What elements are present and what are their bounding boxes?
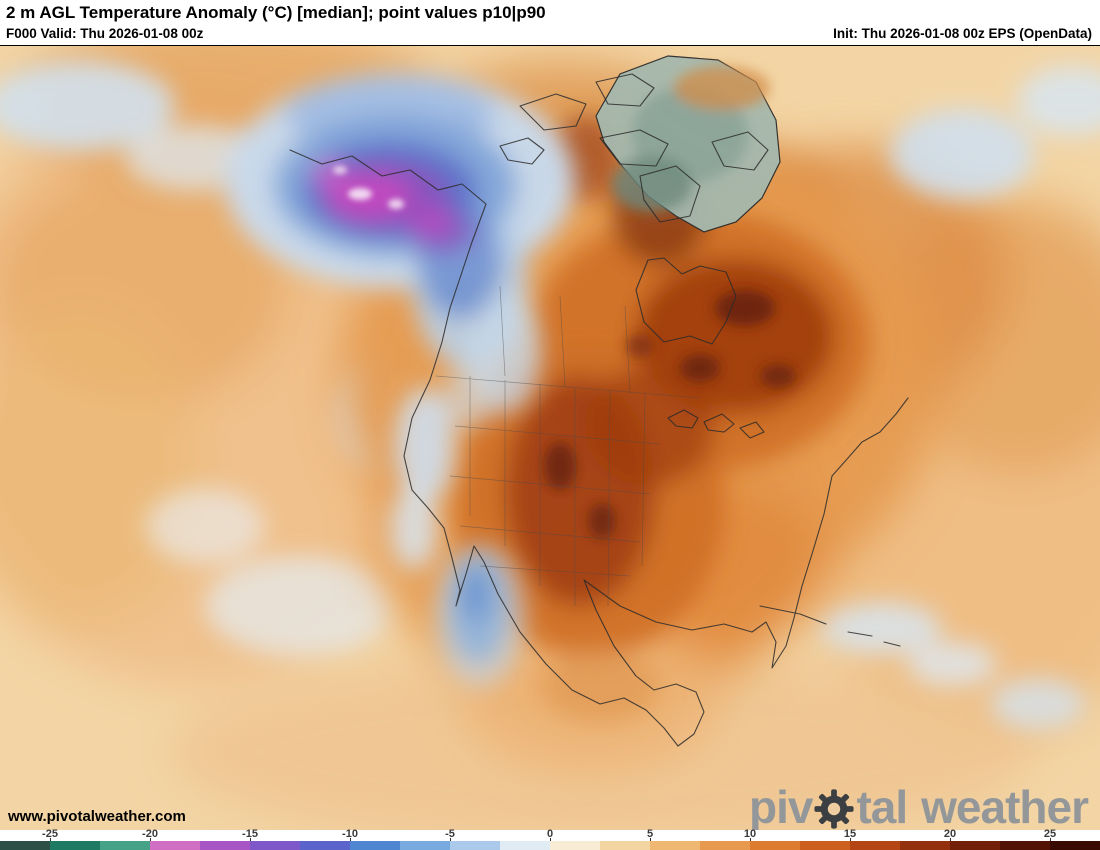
colorbar-segment [500,841,550,850]
map-subtitle-row: F000 Valid: Thu 2026-01-08 00z Init: Thu… [6,24,1092,43]
colorbar-tick-labels: -25 -20 -15 -10 -5 0 5 10 15 20 25 [0,828,1100,841]
colorbar-tick-label: -10 [342,828,358,840]
colorbar-tick-mark [950,838,951,841]
website-watermark: www.pivotalweather.com [8,808,186,825]
colorbar-tick-mark [1050,838,1051,841]
great-lakes-outline [667,409,765,439]
map-area[interactable]: www.pivotalweather.com piv tal weath [0,46,1100,830]
political-borders [435,285,701,607]
colorbar-tick-mark [50,838,51,841]
caribbean-islands-outline [759,605,901,647]
pacific-coastline [289,149,679,747]
colorbar-segment [550,841,600,850]
colorbar-tick-mark [350,838,351,841]
colorbar-segment [50,841,100,850]
colorbar-tick-label: -25 [42,828,58,840]
cold-anomaly-flecks [333,166,404,209]
colorbar-segment [250,841,300,850]
arctic-islands-outline [499,73,769,223]
pivotal-weather-logo: piv tal weather [748,781,1089,830]
logo-text-piv: piv [748,781,813,830]
colorbar-segment [700,841,750,850]
logo-text-tal: tal [856,781,908,830]
colorbar-gradient-strip [0,841,1100,850]
colorbar-tick-label: -20 [142,828,158,840]
gulf-atlantic-coastline [583,397,909,747]
colorbar-tick-mark [650,838,651,841]
init-time-label: Init: Thu 2026-01-08 00z EPS (OpenData) [833,26,1092,41]
colorbar-tick-label: 5 [646,828,654,840]
colorbar-segment [650,841,700,850]
colorbar-tick-label: 15 [843,828,857,840]
colorbar-segment [200,841,250,850]
colorbar-segment [1050,841,1100,850]
logo-text-weather: weather [921,781,1089,830]
map-header: 2 m AGL Temperature Anomaly (°C) [median… [0,0,1100,46]
colorbar-tick-label: 25 [1043,828,1057,840]
colorbar-segment [400,841,450,850]
colorbar-segment [850,841,900,850]
colorbar-tick-mark [450,838,451,841]
colorbar-tick-mark [850,838,851,841]
colorbar-tick-label: -5 [445,828,455,840]
map-title: 2 m AGL Temperature Anomaly (°C) [median… [6,3,546,22]
colorbar-tick-mark [550,838,551,841]
colorbar-segment [350,841,400,850]
colorbar-segment [100,841,150,850]
hudson-bay-outline [635,257,737,345]
colorbar-segment [750,841,800,850]
colorbar-segment [600,841,650,850]
colorbar-tick-label: 0 [546,828,554,840]
colorbar-tick-label: 20 [943,828,957,840]
colorbar-tick-mark [250,838,251,841]
colorbar-tick-mark [150,838,151,841]
colorbar-segment [450,841,500,850]
map-svg [0,46,1100,830]
colorbar-segment [300,841,350,850]
colorbar-segment [950,841,1000,850]
colorbar-segment [900,841,950,850]
colorbar: -25 -20 -15 -10 -5 0 5 10 15 20 25 [0,828,1100,850]
warm-anomaly-extreme-flecks [544,290,796,539]
colorbar-tick-label: -15 [242,828,258,840]
coastlines [289,73,909,747]
colorbar-segment [150,841,200,850]
colorbar-segment [1000,841,1050,850]
colorbar-tick-mark [750,838,751,841]
colorbar-segment [0,841,50,850]
colorbar-tick-label: 10 [743,828,757,840]
colorbar-segment [800,841,850,850]
valid-time-label: F000 Valid: Thu 2026-01-08 00z [6,26,204,41]
gear-icon [814,789,855,829]
